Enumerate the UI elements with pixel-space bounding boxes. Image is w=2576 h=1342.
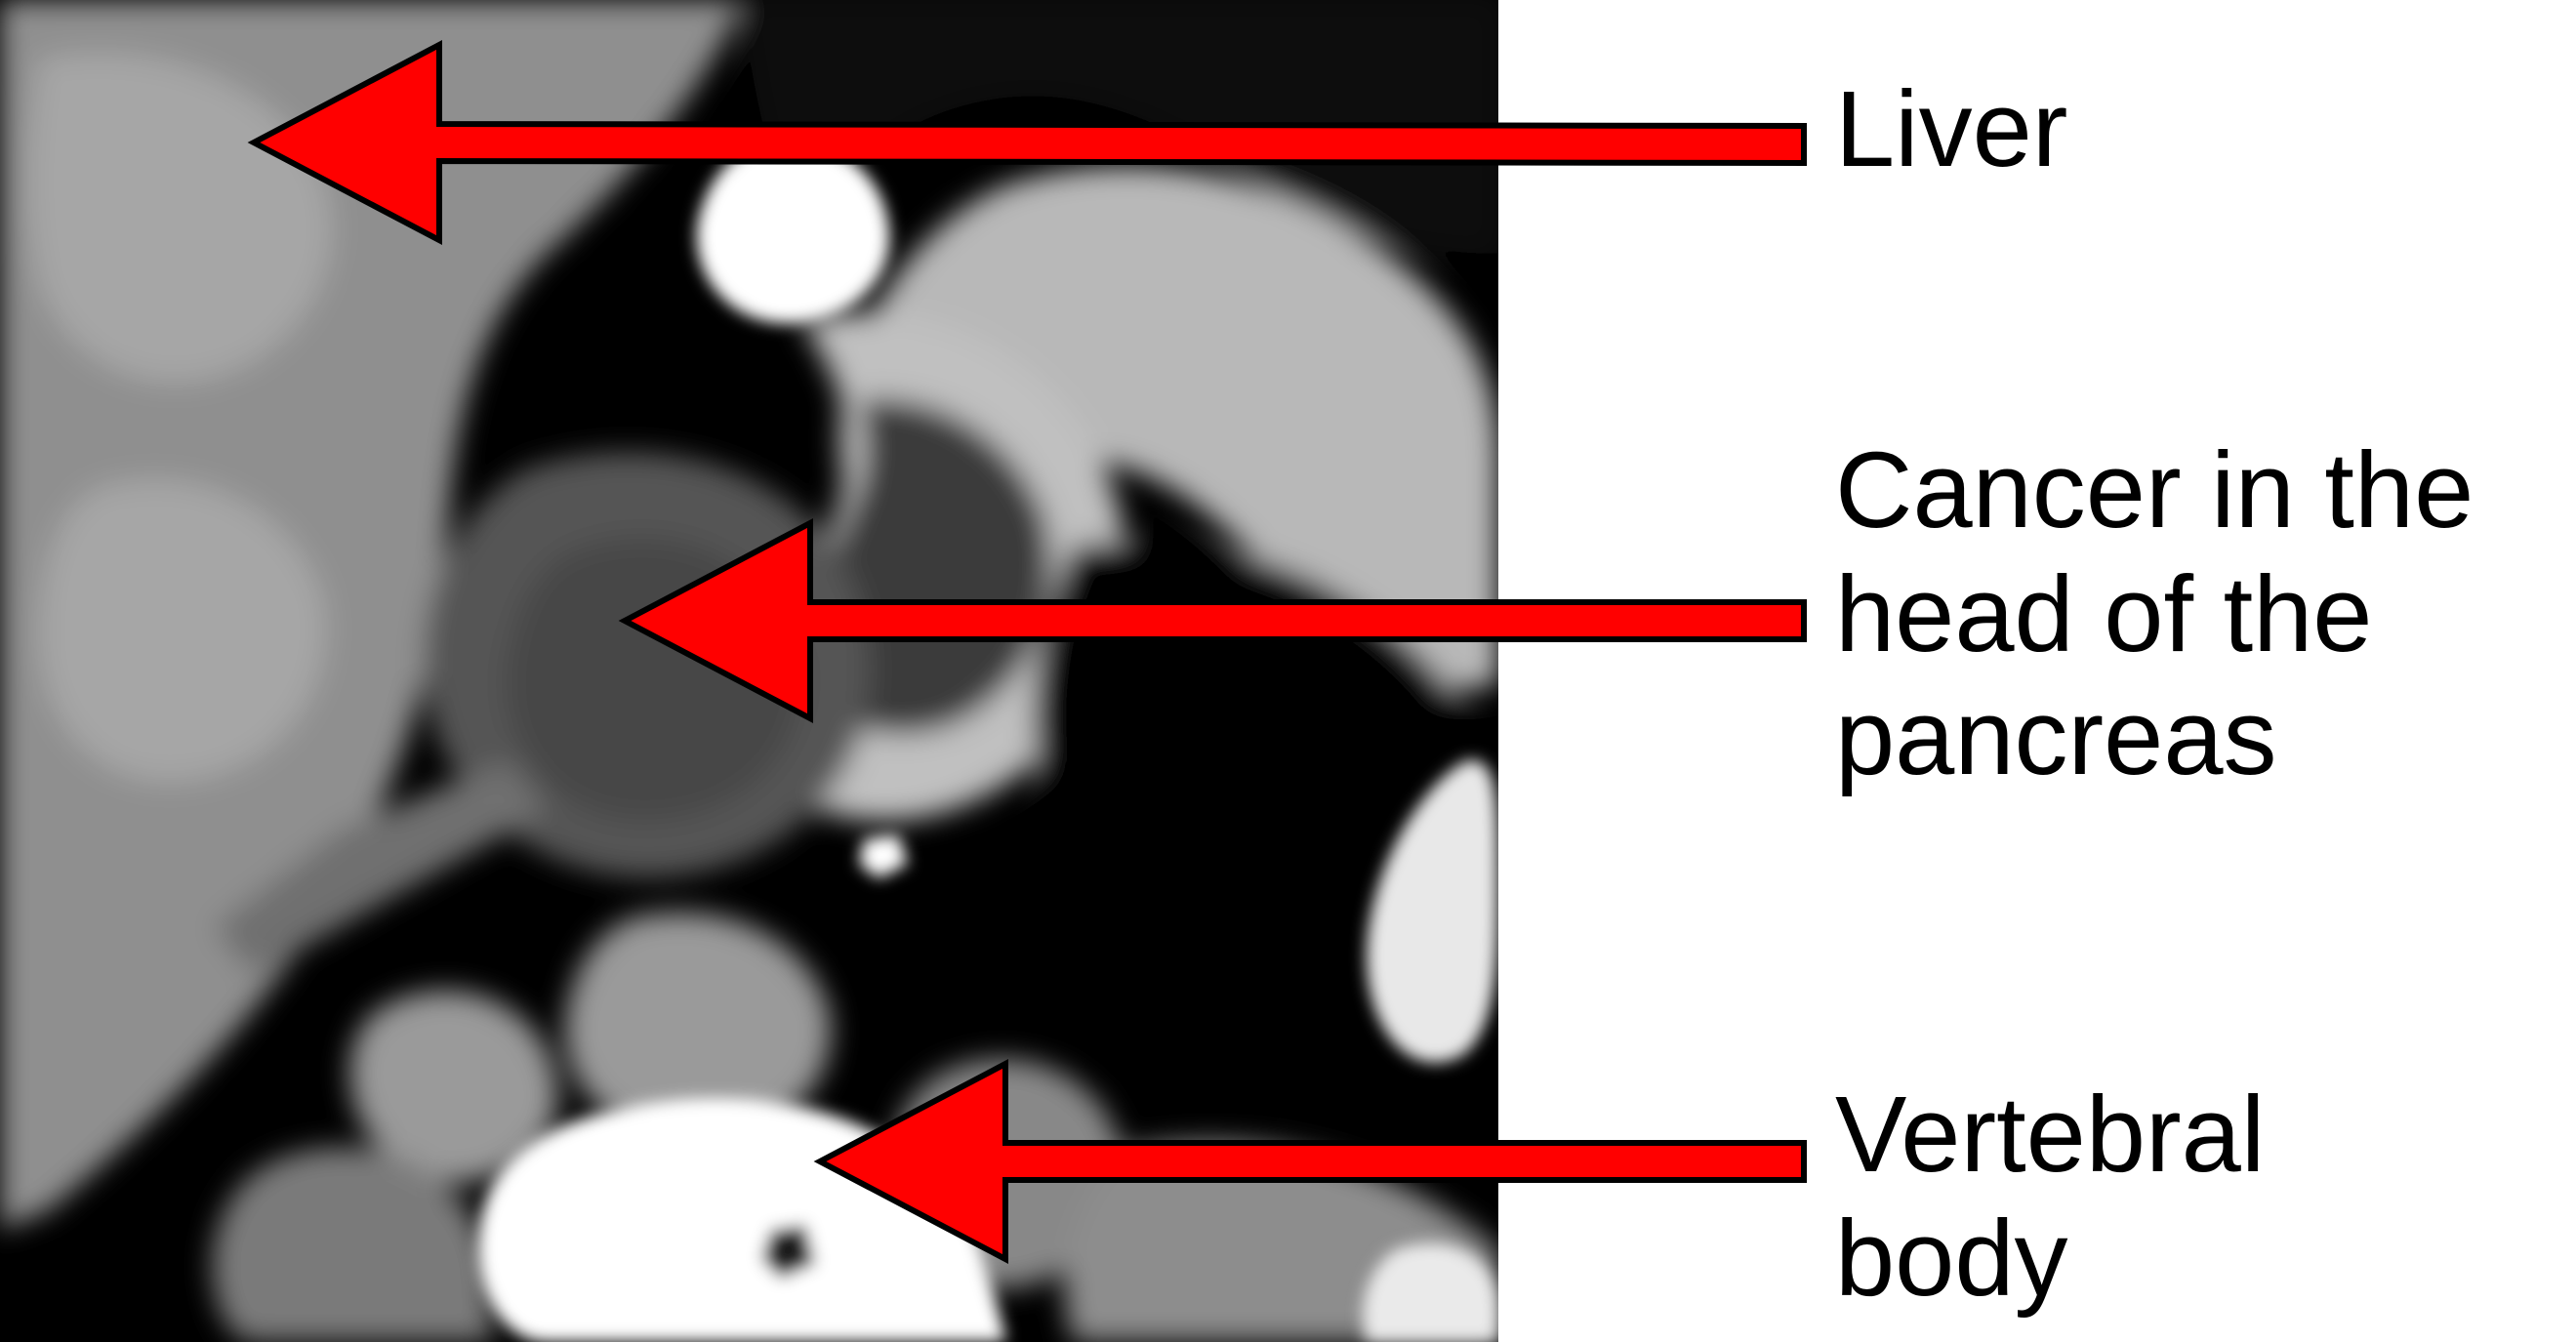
- label-liver: Liver: [1835, 68, 2067, 192]
- ct-scan-svg: [0, 0, 1498, 1342]
- label-vertebral-body: Vertebral body: [1835, 1074, 2265, 1321]
- label-cancer-pancreas-head: Cancer in the head of the pancreas: [1835, 429, 2474, 800]
- ct-scan-image: [0, 0, 1498, 1342]
- annotated-ct-figure: Liver Cancer in the head of the pancreas…: [0, 0, 2576, 1342]
